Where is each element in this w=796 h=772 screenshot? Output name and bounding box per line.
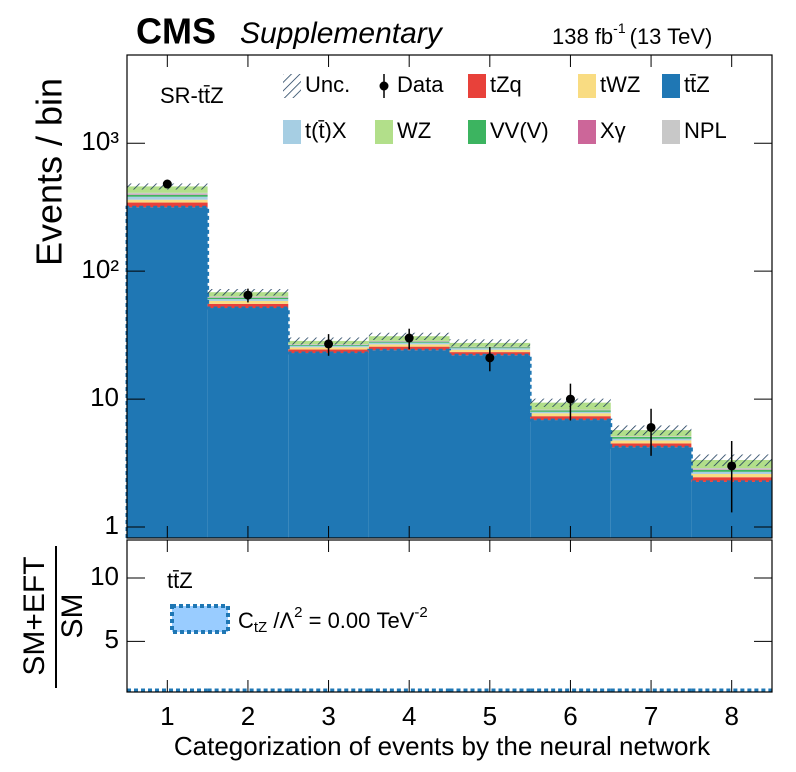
lg-part: = 0.00 TeV	[303, 608, 415, 633]
legend-swatch	[468, 120, 486, 144]
legend-swatch	[662, 74, 680, 98]
lg-part: 2	[294, 604, 302, 621]
stack-segment	[127, 207, 208, 538]
x-tick-label: 8	[724, 701, 738, 731]
legend-swatch	[283, 120, 301, 144]
y-tick-label: 10²	[81, 254, 119, 284]
x-tick-label: 5	[483, 701, 497, 731]
stack-segment	[449, 355, 531, 538]
stack-segment	[368, 350, 450, 538]
legend-label: Xγ	[600, 118, 626, 143]
x-tick-label: 2	[241, 701, 255, 731]
y-tick-label: 10³	[81, 126, 119, 156]
legend-swatch	[578, 74, 596, 98]
stack-segment	[207, 303, 289, 309]
ratio-y-title-num: SM+EFT	[18, 556, 51, 675]
data-point	[324, 339, 334, 349]
eft-outline	[125, 205, 772, 538]
stack-segment	[288, 353, 369, 538]
data-point	[565, 394, 575, 404]
stack-segment	[530, 420, 611, 538]
legend-label: t(t̄)X	[305, 118, 347, 143]
legend-swatch	[375, 120, 393, 144]
ratio-legend-label: CtZ /Λ2 = 0.00 TeV-2	[238, 604, 428, 636]
legend-label: WZ	[397, 118, 431, 143]
plot-layer	[125, 179, 772, 692]
uncertainty-band	[449, 339, 531, 347]
y-tick-label: 10	[90, 382, 119, 412]
y-tick-label: 10	[90, 561, 119, 591]
x-axis-title: Categorization of events by the neural n…	[174, 731, 711, 761]
lumi: 138 fb-1 (13 TeV)	[552, 20, 712, 49]
lumi-text: 138 fb	[552, 24, 613, 49]
stack-segment	[207, 308, 289, 538]
x-tick-label: 4	[402, 701, 416, 731]
legend-swatch	[578, 120, 596, 144]
lumi-sup: -1	[613, 20, 626, 36]
x-tick-label: 6	[563, 701, 577, 731]
data-point	[162, 179, 172, 189]
stack-segment	[127, 199, 208, 203]
data-point	[646, 422, 656, 432]
data-point	[485, 353, 495, 363]
lg-part: /Λ	[267, 608, 294, 633]
legend-label: Data	[397, 72, 444, 97]
lumi-energy: (13 TeV)	[630, 24, 713, 49]
stack-segment	[127, 202, 208, 208]
legend-swatch	[468, 74, 486, 98]
top-frame	[126, 54, 773, 539]
lg-part: -2	[414, 604, 427, 621]
legend-label: NPL	[684, 118, 727, 143]
ratio-frame	[126, 539, 773, 693]
lg-part: C	[238, 608, 254, 633]
y-tick-label: 1	[105, 510, 119, 540]
data-point	[243, 290, 253, 300]
stack-segment	[127, 195, 208, 197]
stack-segment	[127, 196, 208, 200]
ratio-annotation: tt̄Z	[167, 568, 193, 593]
legend-swatch	[283, 74, 301, 98]
subtitle: Supplementary	[240, 17, 444, 50]
cms-label: CMS	[136, 11, 216, 52]
legend-swatch	[662, 120, 680, 144]
x-tick-label: 1	[160, 701, 174, 731]
legend-label: VV(V)	[490, 118, 549, 143]
legend-swatch	[379, 81, 389, 91]
legend-label: tWZ	[600, 72, 640, 97]
region-label: SR-tt̄Z	[160, 83, 224, 108]
data-point	[404, 333, 414, 343]
y-tick-label: 5	[105, 624, 119, 654]
ratio-y-title-den: SM	[56, 594, 89, 639]
data-point	[727, 461, 737, 471]
stack-segment	[610, 447, 692, 538]
stack-segment	[207, 300, 289, 304]
lg-part: tZ	[254, 619, 267, 636]
legend-label: tZq	[490, 72, 522, 97]
y-axis-title: Events / bin	[29, 78, 70, 266]
x-tick-label: 3	[321, 701, 335, 731]
x-tick-label: 7	[644, 701, 658, 731]
stack-segment	[127, 186, 208, 193]
legend-label: tt̄Z	[684, 72, 710, 97]
stack-segment	[127, 192, 208, 195]
legend-label: Unc.	[305, 72, 350, 97]
ratio-legend-box	[170, 604, 230, 634]
